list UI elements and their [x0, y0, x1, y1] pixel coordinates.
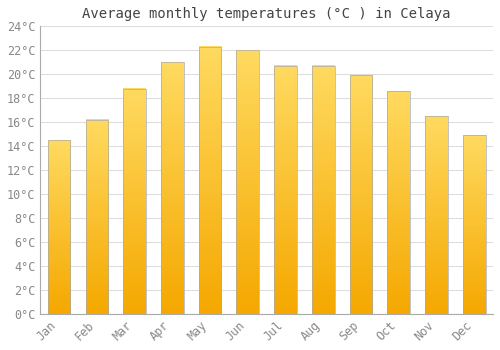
Bar [425, 116, 448, 314]
Bar [124, 89, 146, 314]
Bar [48, 140, 70, 314]
Bar [463, 135, 485, 314]
Bar [388, 91, 410, 314]
Bar [350, 75, 372, 314]
Bar [199, 47, 222, 314]
Bar [312, 66, 334, 314]
Title: Average monthly temperatures (°C ) in Celaya: Average monthly temperatures (°C ) in Ce… [82, 7, 451, 21]
Bar [86, 120, 108, 314]
Bar [274, 66, 297, 314]
Bar [161, 62, 184, 314]
Bar [236, 50, 259, 314]
